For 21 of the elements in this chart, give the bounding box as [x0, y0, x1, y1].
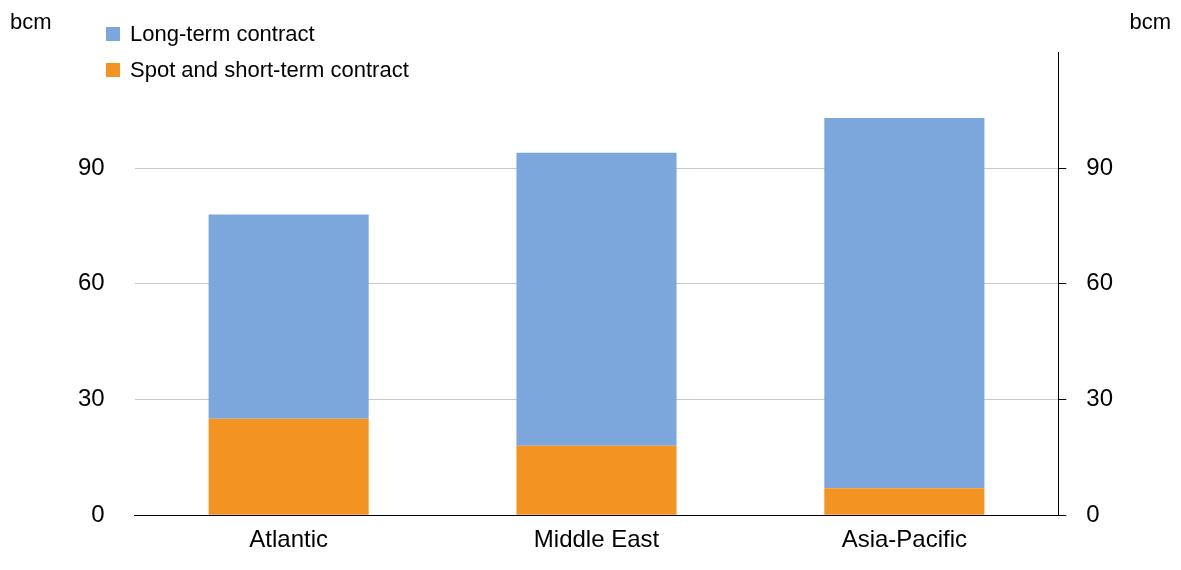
- y2-tick-label: 60: [1086, 268, 1114, 296]
- bar: [208, 418, 369, 515]
- y2-tick-label: 30: [1086, 384, 1114, 412]
- x-tick-label: Atlantic: [249, 525, 328, 553]
- bar: [824, 488, 985, 515]
- bar: [516, 445, 677, 515]
- y2-axis-title: bcm: [1129, 9, 1171, 35]
- y2-tick-label: 0: [1086, 499, 1100, 527]
- legend-label: Spot and short-term contract: [130, 57, 409, 83]
- x-tick-label: Middle East: [533, 525, 660, 553]
- bar: [824, 117, 985, 489]
- bar: [208, 214, 369, 419]
- y-tick-label: 60: [77, 268, 105, 296]
- bar: [516, 152, 677, 446]
- y-tick-label: 30: [77, 384, 105, 412]
- y-tick-label: 0: [91, 499, 105, 527]
- y-axis-title: bcm: [10, 9, 52, 35]
- legend-label: Long-term contract: [130, 21, 315, 47]
- y2-tick-label: 90: [1086, 152, 1114, 180]
- y-tick-label: 90: [77, 152, 105, 180]
- x-tick-label: Asia-Pacific: [841, 525, 968, 553]
